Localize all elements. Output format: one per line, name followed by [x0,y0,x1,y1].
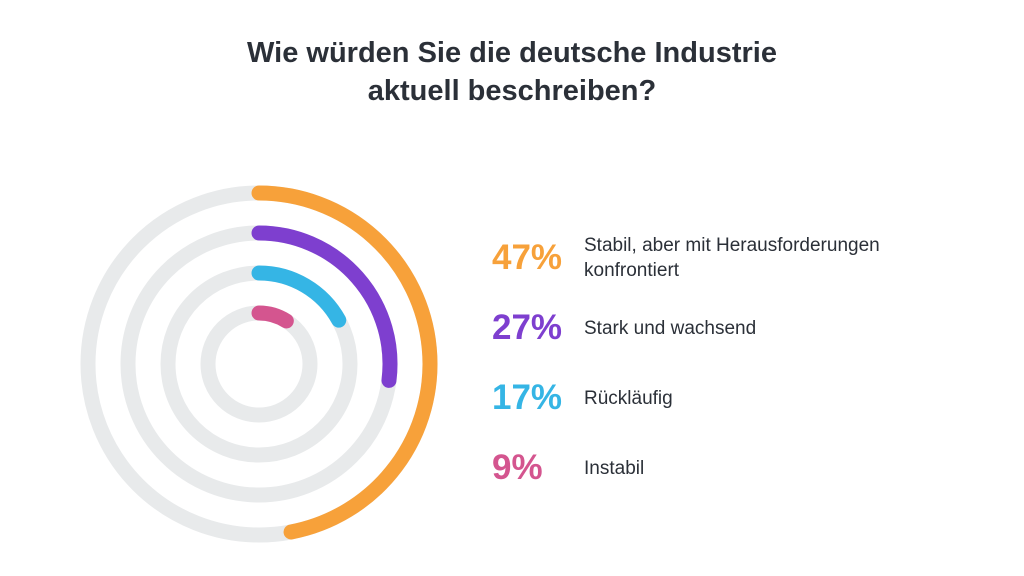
value-label: 17% [492,378,563,417]
value-label: 27% [492,308,563,347]
chart-title: Wie würden Sie die deutsche Industrie ak… [247,37,777,107]
ring-bar [251,265,347,328]
legend-label: Instabil [584,457,645,479]
ring-bar [251,225,398,388]
ring-bar [251,305,294,329]
value-label: 9% [492,448,543,487]
legend-label: Stark und wachsend [584,317,757,339]
legend-label: Rückläufig [584,387,673,409]
value-label: 47% [492,238,563,277]
ring-bar [251,185,438,540]
legend-label: Stabil, aber mit Herausforderungen konfr… [584,235,880,281]
ring-track [200,305,318,423]
